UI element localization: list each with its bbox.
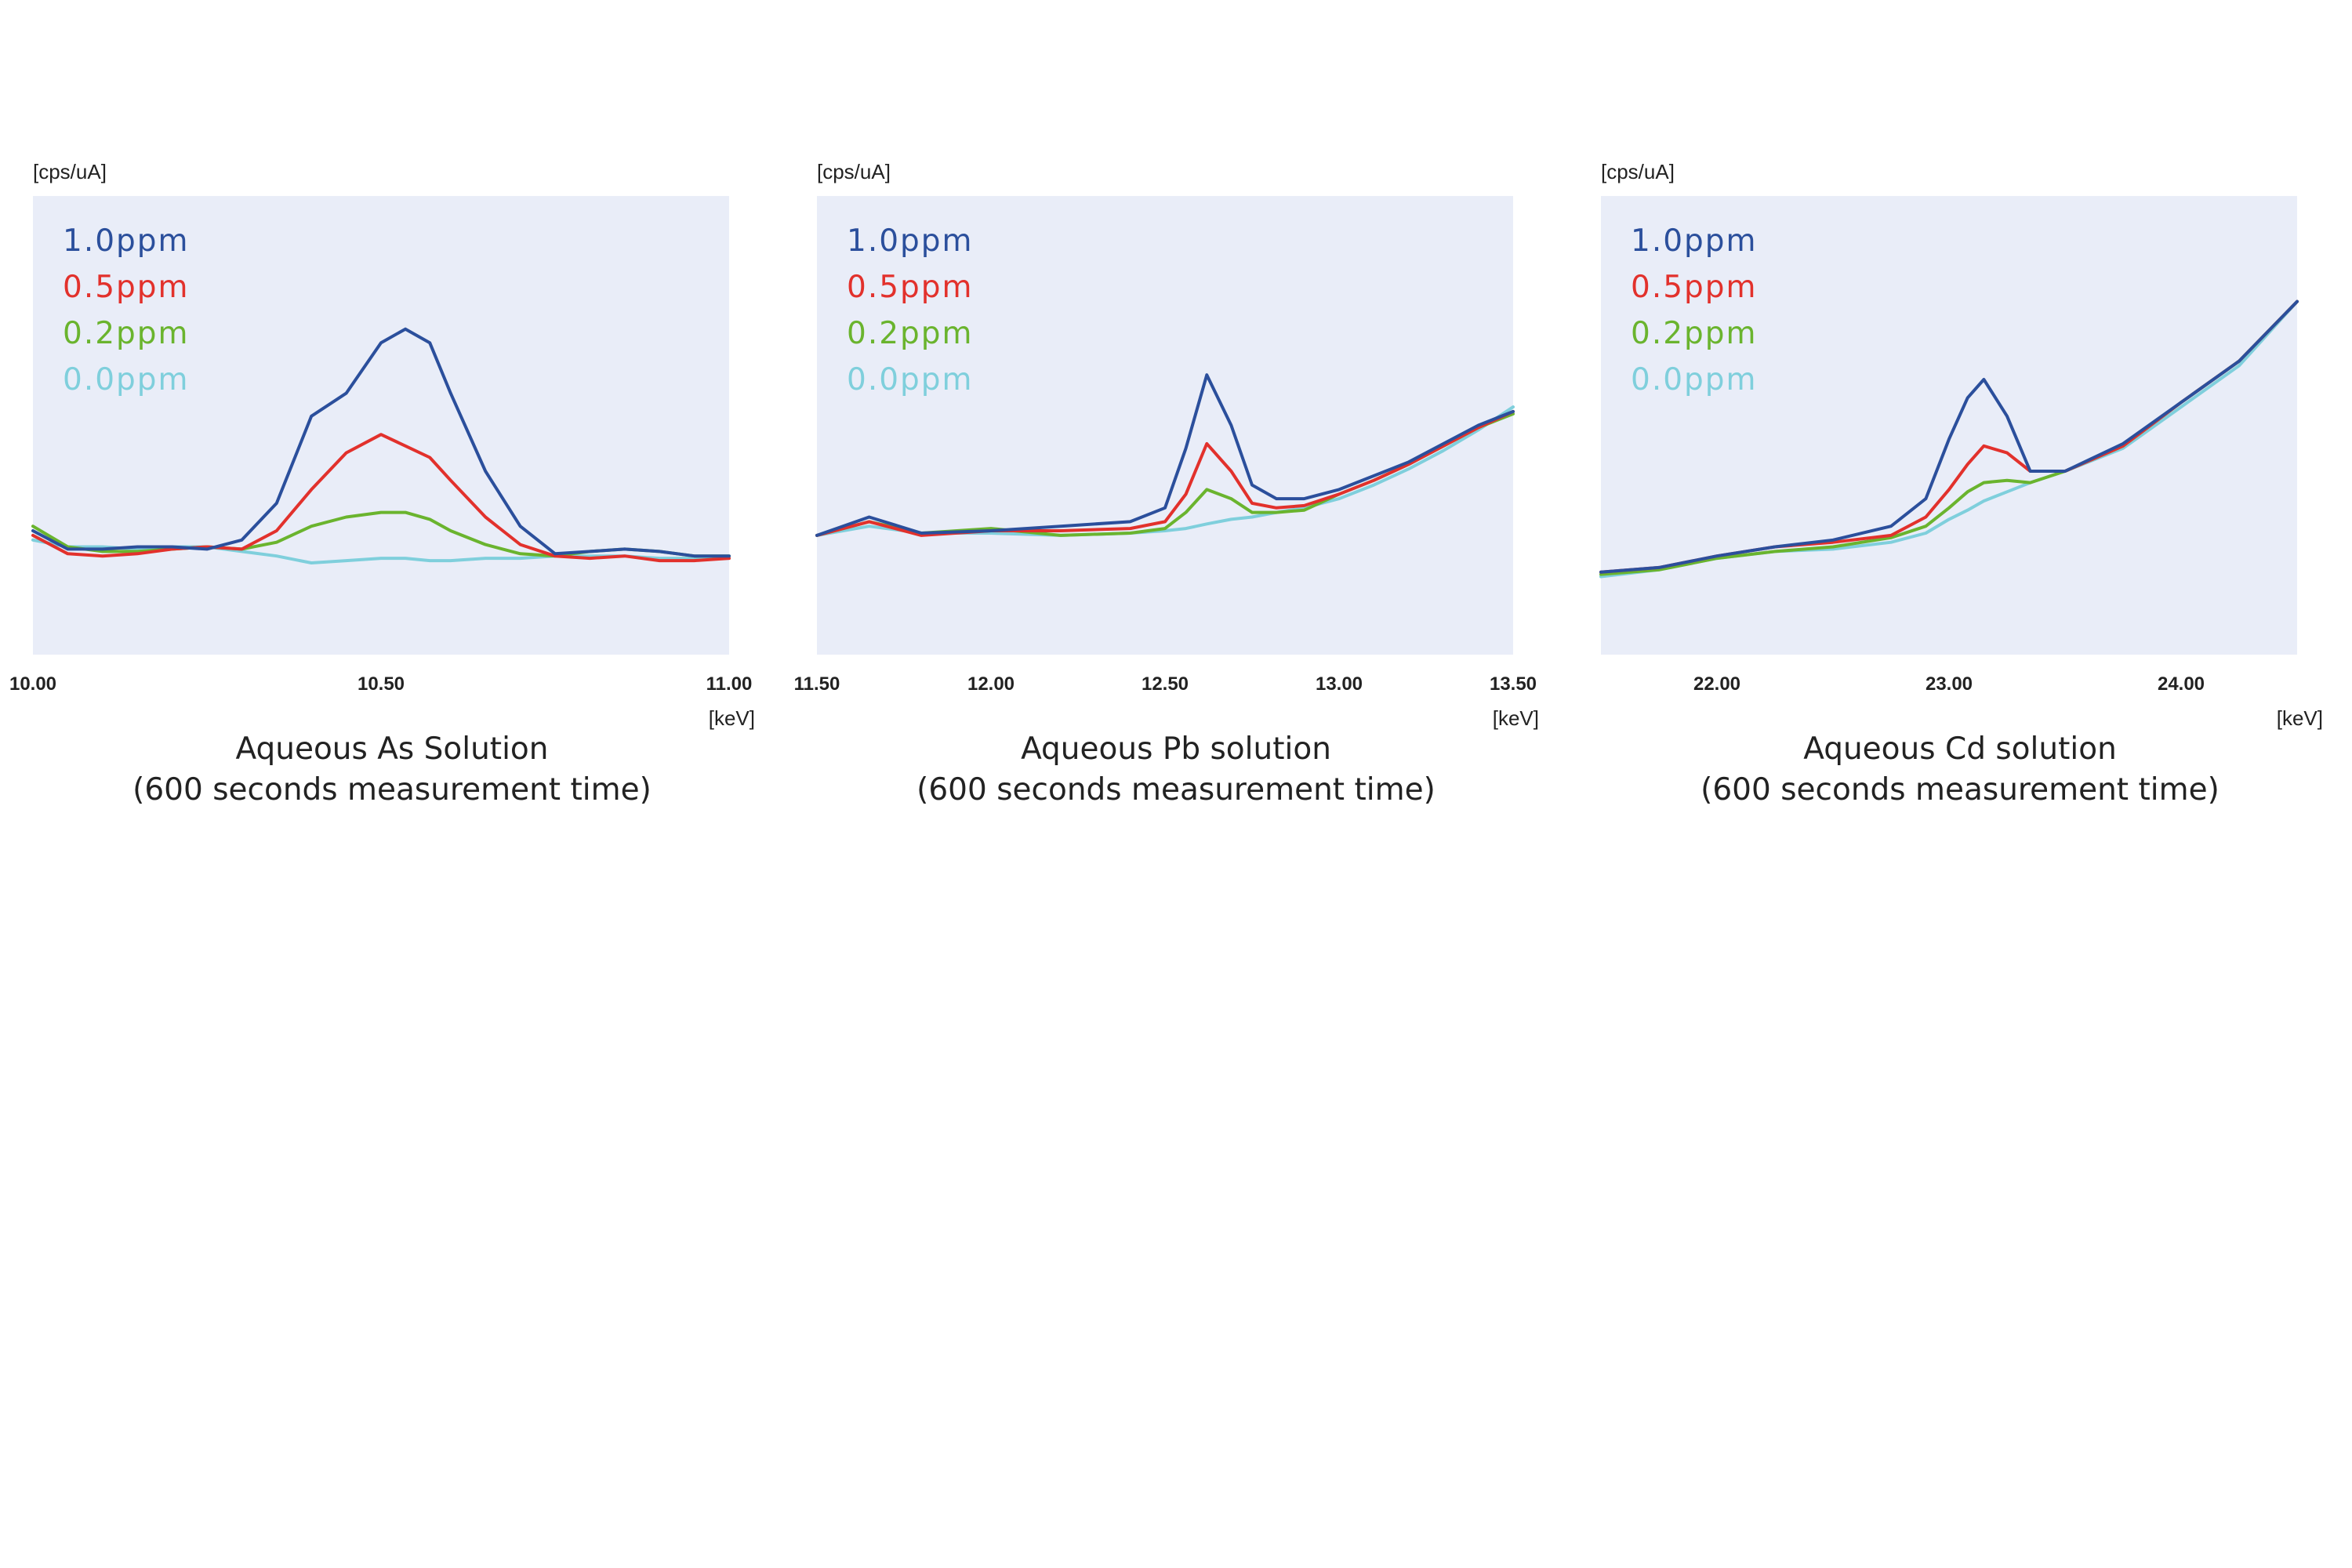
series-line-0.0ppm <box>815 405 1515 537</box>
plot-area <box>1601 196 2297 655</box>
as-spectrum-chart: [cps/uA] 1.0ppm 0.5ppm 0.2ppm 0.0ppm 10.00 10… <box>0 149 784 839</box>
legend-entry: 0.2ppm <box>1631 316 1758 351</box>
x-tick-label: 10.50 <box>358 673 405 695</box>
legend-entry: 0.2ppm <box>847 316 974 351</box>
as-spectrum-plot: 1.0ppm 0.5ppm 0.2ppm 0.0ppm 10.00 10.50 11.00 [… <box>9 196 755 730</box>
x-axis-unit-label: [keV] <box>2277 706 2323 730</box>
x-tick-label: 13.00 <box>1316 673 1363 695</box>
x-tick-label: 12.50 <box>1142 673 1189 695</box>
legend-entry: 0.5ppm <box>847 270 974 305</box>
series-line-0.5ppm <box>31 433 731 563</box>
pb-spectrum-plot: 1.0ppm 0.5ppm 0.2ppm 0.0ppm 11.50 12.00 12.50 1… <box>794 196 1539 730</box>
cd-spectrum-plot: 1.0ppm 0.5ppm 0.2ppm 0.0ppm 22.00 23.00 24.00 [… <box>1599 196 2323 730</box>
chart-subtitle: (600 seconds measurement time) <box>132 772 652 808</box>
legend-entry: 0.5ppm <box>1631 270 1758 305</box>
pb-spectrum-chart: [cps/uA] 1.0ppm 0.5ppm 0.2ppm 0.0ppm 11.50 12… <box>784 149 1568 839</box>
x-tick-label: 11.00 <box>706 673 753 695</box>
legend-entry: 0.0ppm <box>847 362 974 397</box>
legend-entry: 1.0ppm <box>63 223 190 259</box>
x-tick-label: 23.00 <box>1926 673 1973 695</box>
series-line-1.0ppm <box>815 373 1515 537</box>
x-tick-label: 10.00 <box>9 673 56 695</box>
x-tick-label: 12.00 <box>967 673 1014 695</box>
y-axis-label: [cps/uA] <box>1601 160 1675 183</box>
x-tick-label: 22.00 <box>1693 673 1740 695</box>
x-tick-label: 11.50 <box>794 673 840 695</box>
legend-entry: 0.0ppm <box>63 362 190 397</box>
legend-entry: 0.5ppm <box>63 270 190 305</box>
plot-area <box>817 196 1513 655</box>
x-tick-label: 13.50 <box>1490 673 1537 695</box>
chart-title: Aqueous Pb solution <box>1021 731 1331 767</box>
chart-subtitle: (600 seconds measurement time) <box>1700 772 2220 808</box>
x-tick-label: 24.00 <box>2158 673 2205 695</box>
x-axis-unit-label: [keV] <box>709 706 755 730</box>
series-line-1.0ppm <box>1599 299 2299 574</box>
y-axis-label: [cps/uA] <box>817 160 891 183</box>
series-line-1.0ppm <box>31 327 731 558</box>
chart-title: Aqueous Cd solution <box>1803 731 2117 767</box>
x-axis-unit-label: [keV] <box>1493 706 1539 730</box>
legend-entry: 0.0ppm <box>1631 362 1758 397</box>
cd-spectrum-chart: [cps/uA] 1.0ppm 0.5ppm 0.2ppm 0.0ppm 22.00 23… <box>1568 149 2352 839</box>
chart-subtitle: (600 seconds measurement time) <box>916 772 1436 808</box>
legend-entry: 1.0ppm <box>847 223 974 259</box>
legend-entry: 1.0ppm <box>1631 223 1758 259</box>
chart-title: Aqueous As Solution <box>235 731 549 767</box>
y-axis-label: [cps/uA] <box>33 160 107 183</box>
plot-area <box>33 196 729 655</box>
legend-entry: 0.2ppm <box>63 316 190 351</box>
